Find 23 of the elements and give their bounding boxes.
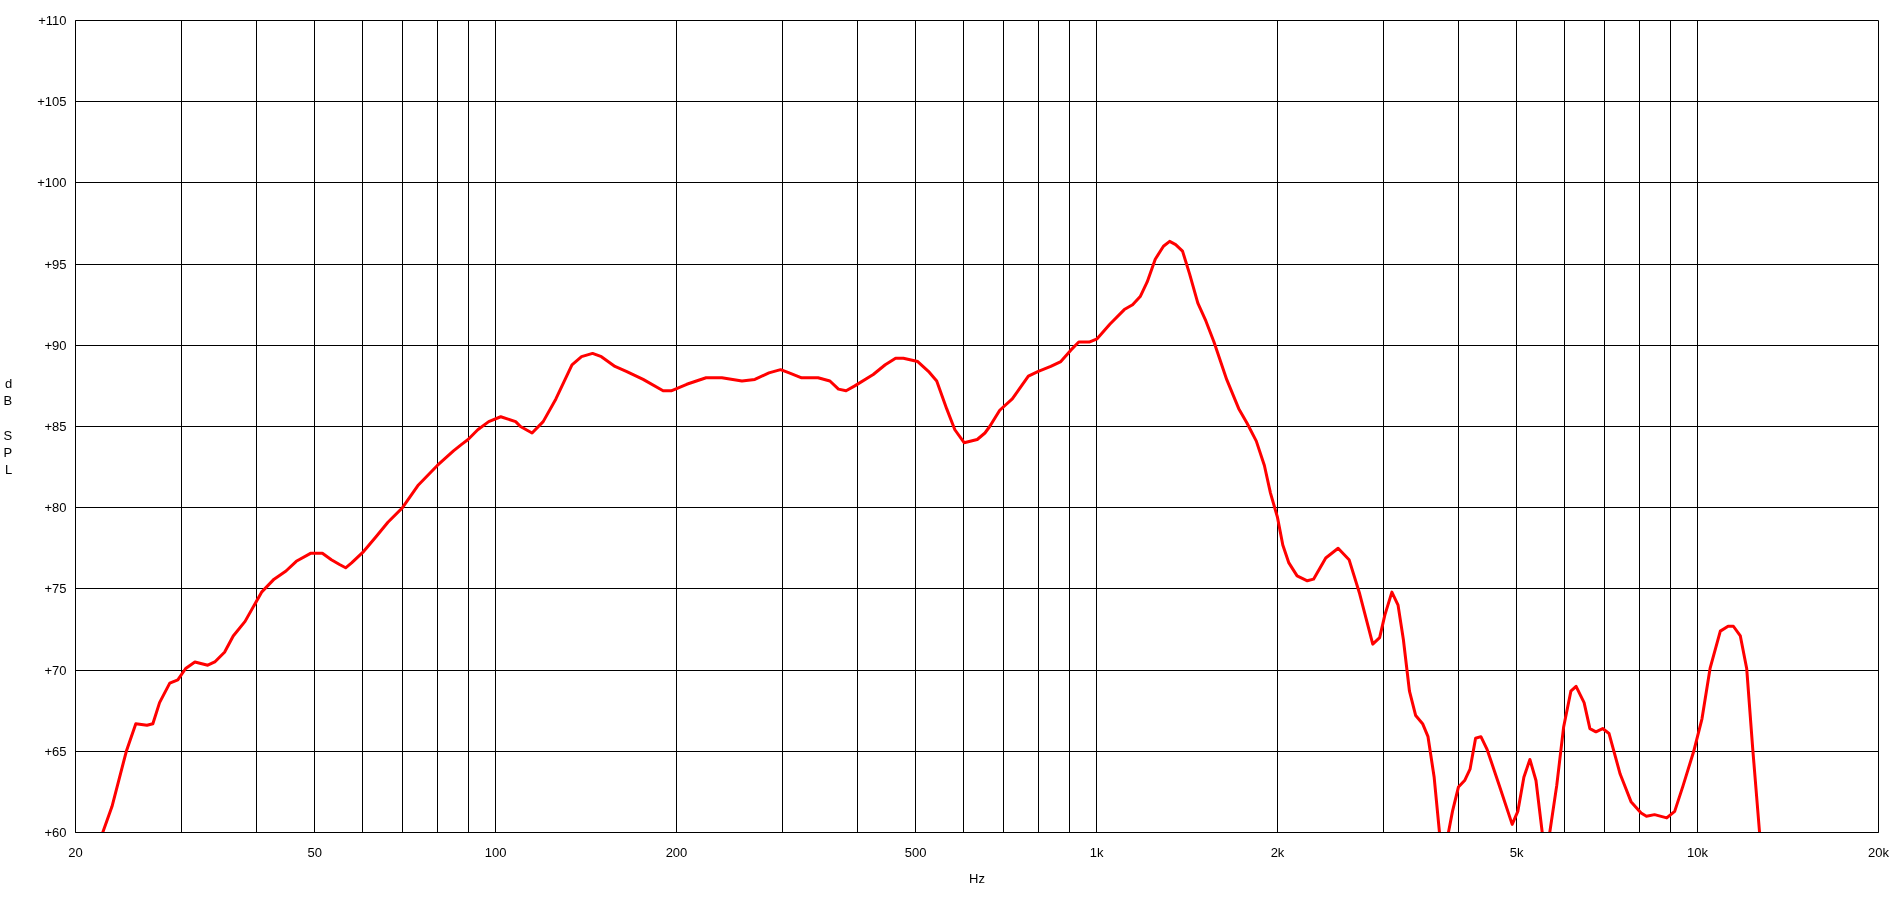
x-tick-label: 20 — [68, 844, 83, 860]
x-tick-label: 200 — [665, 844, 688, 860]
y-tick-label: +75 — [44, 581, 67, 597]
y-tick-label: +110 — [38, 13, 67, 28]
y-tick-label: +105 — [37, 94, 67, 110]
y-tick-label: +70 — [44, 662, 67, 678]
x-tick-label: 100 — [484, 844, 507, 860]
y-tick-label: +60 — [44, 825, 67, 840]
y-tick-label: +90 — [44, 337, 67, 353]
x-tick-label: 20k — [1868, 844, 1890, 860]
x-tick-label: 500 — [904, 844, 927, 860]
x-tick-label: 1k — [1089, 844, 1104, 860]
y-tick-label: +100 — [37, 175, 67, 191]
x-tick-label: 2k — [1270, 844, 1285, 860]
x-tick-label: 50 — [307, 844, 322, 860]
x-tick-label: 5k — [1509, 844, 1525, 860]
y-tick-label: +85 — [44, 419, 67, 434]
x-tick-label: 10k — [1687, 844, 1709, 860]
y-tick-label: +80 — [44, 500, 67, 516]
y-tick-label: +65 — [44, 743, 67, 759]
x-axis-title: Hz — [969, 870, 985, 886]
text: dB SPL — [3, 375, 13, 478]
y-tick-label: +95 — [44, 256, 67, 272]
